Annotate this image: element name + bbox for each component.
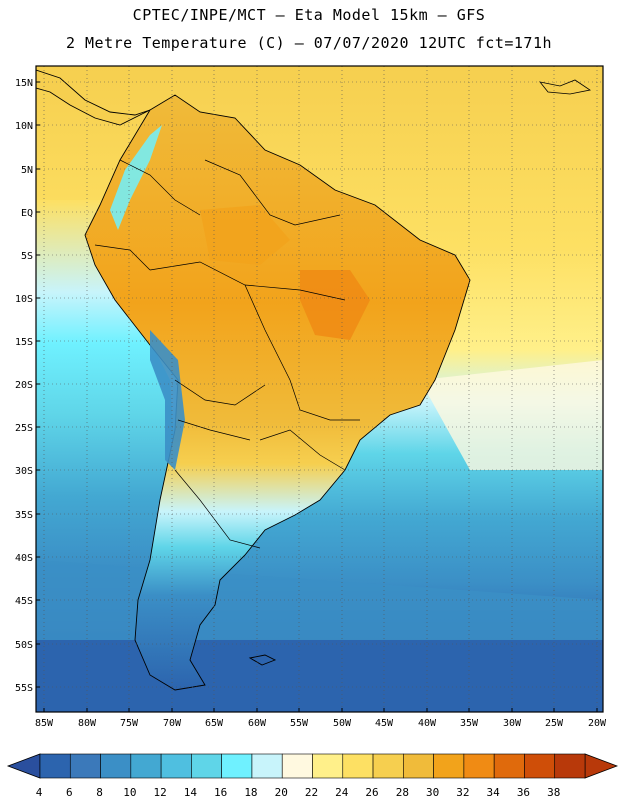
- colorbar-cell: [372, 753, 404, 779]
- lat-label: 15S: [15, 337, 33, 348]
- colorbar-label: 10: [123, 786, 136, 799]
- lon-label: 45W: [375, 718, 394, 729]
- colorbar-cells: [39, 753, 586, 779]
- colorbar-cell: [524, 753, 556, 779]
- central-america: [36, 69, 151, 126]
- country-borders: [94, 159, 360, 549]
- colorbar-label: 38: [547, 786, 560, 799]
- lat-label: 10N: [15, 121, 33, 132]
- colorbar-label: 12: [153, 786, 166, 799]
- colorbar-cell: [130, 753, 162, 779]
- falkland-islands: [248, 654, 277, 666]
- lon-label: 40W: [418, 718, 437, 729]
- colorbar-cell: [463, 753, 495, 779]
- hot-interior-core: [300, 270, 370, 340]
- lat-label: 5N: [21, 165, 33, 176]
- colorbar-label: 18: [244, 786, 257, 799]
- colorbar-label: 14: [184, 786, 198, 799]
- chart-title-line-2: 2 Metre Temperature (C) – 07/07/2020 12U…: [65, 34, 553, 52]
- colorbar: 4 6 8 10 12 14 16 18 20 22 24 26 28 30 32 34 36 38: [6, 753, 618, 799]
- colorbar-cell: [554, 753, 586, 779]
- colorbar-cell: [100, 753, 132, 779]
- lat-label: 35S: [15, 510, 33, 521]
- lat-label: 15N: [15, 78, 33, 89]
- colorbar-cell: [221, 753, 253, 779]
- colorbar-cell: [39, 753, 71, 779]
- colorbar-label: 32: [456, 786, 469, 799]
- colorbar-cell: [493, 753, 525, 779]
- colorbar-cell: [281, 753, 313, 779]
- colorbar-label: 24: [335, 786, 349, 799]
- lon-label: 65W: [205, 718, 224, 729]
- andes-north-cold: [110, 125, 162, 230]
- lon-label: 35W: [460, 718, 479, 729]
- longitude-labels: 85W 80W 75W 70W 65W 60W 55W 50W 45W 40W …: [35, 718, 607, 729]
- lat-label: 30S: [15, 466, 33, 477]
- lon-label: 80W: [78, 718, 97, 729]
- axis-ticks: [36, 81, 598, 712]
- graticule: [36, 66, 603, 712]
- map-field: [36, 66, 603, 712]
- southern-ocean: [36, 640, 603, 712]
- colorbar-low-arrow: [6, 753, 41, 779]
- lat-label: EQ: [21, 208, 33, 219]
- lon-label: 30W: [503, 718, 522, 729]
- colorbar-cell: [342, 753, 374, 779]
- colorbar-label: 22: [305, 786, 318, 799]
- lon-label: 60W: [248, 718, 267, 729]
- colorbar-label: 16: [214, 786, 227, 799]
- colorbar-high-arrow: [584, 753, 618, 779]
- lat-label: 25S: [15, 423, 33, 434]
- latitude-labels: 15N 10N 5N EQ 5S 10S 15S 20S 25S 30S 35S…: [15, 78, 33, 694]
- colorbar-label: 8: [96, 786, 103, 799]
- lat-label: 40S: [15, 553, 33, 564]
- amazon-warm-zone: [200, 205, 290, 265]
- lat-label: 55S: [15, 683, 33, 694]
- colorbar-label: 26: [365, 786, 378, 799]
- lon-label: 75W: [120, 718, 139, 729]
- lon-label: 85W: [35, 718, 54, 729]
- lon-label: 20W: [588, 718, 607, 729]
- lat-label: 45S: [15, 596, 33, 607]
- colorbar-labels: 4 6 8 10 12 14 16 18 20 22 24 26 28 30 32 34 36 38: [36, 786, 561, 799]
- colorbar-label: 6: [66, 786, 73, 799]
- lon-label: 70W: [163, 718, 182, 729]
- colorbar-cell: [191, 753, 222, 779]
- colorbar-label: 36: [517, 786, 530, 799]
- colorbar-label: 28: [396, 786, 409, 799]
- caribbean-islands: [539, 79, 592, 95]
- colorbar-cell: [403, 753, 434, 779]
- lat-label: 5S: [21, 251, 33, 262]
- colorbar-label: 20: [275, 786, 288, 799]
- chart-title-line-1: CPTEC/INPE/MCT – Eta Model 15km – GFS: [132, 6, 486, 24]
- colorbar-cell: [69, 753, 101, 779]
- colorbar-label: 30: [426, 786, 439, 799]
- colorbar-label: 4: [36, 786, 43, 799]
- lon-label: 55W: [290, 718, 309, 729]
- atlantic-warm-patch: [420, 360, 603, 470]
- map-frame: [35, 65, 604, 713]
- colorbar-cell: [433, 753, 465, 779]
- colorbar-cell: [251, 753, 283, 779]
- colorbar-label: 34: [487, 786, 501, 799]
- lon-label: 25W: [545, 718, 564, 729]
- lat-label: 10S: [15, 294, 33, 305]
- andes-central-cold: [150, 330, 185, 470]
- colorbar-cell: [312, 753, 344, 779]
- lat-label: 50S: [15, 640, 33, 651]
- lat-label: 20S: [15, 380, 33, 391]
- lon-label: 50W: [333, 718, 352, 729]
- colorbar-cell: [160, 753, 192, 779]
